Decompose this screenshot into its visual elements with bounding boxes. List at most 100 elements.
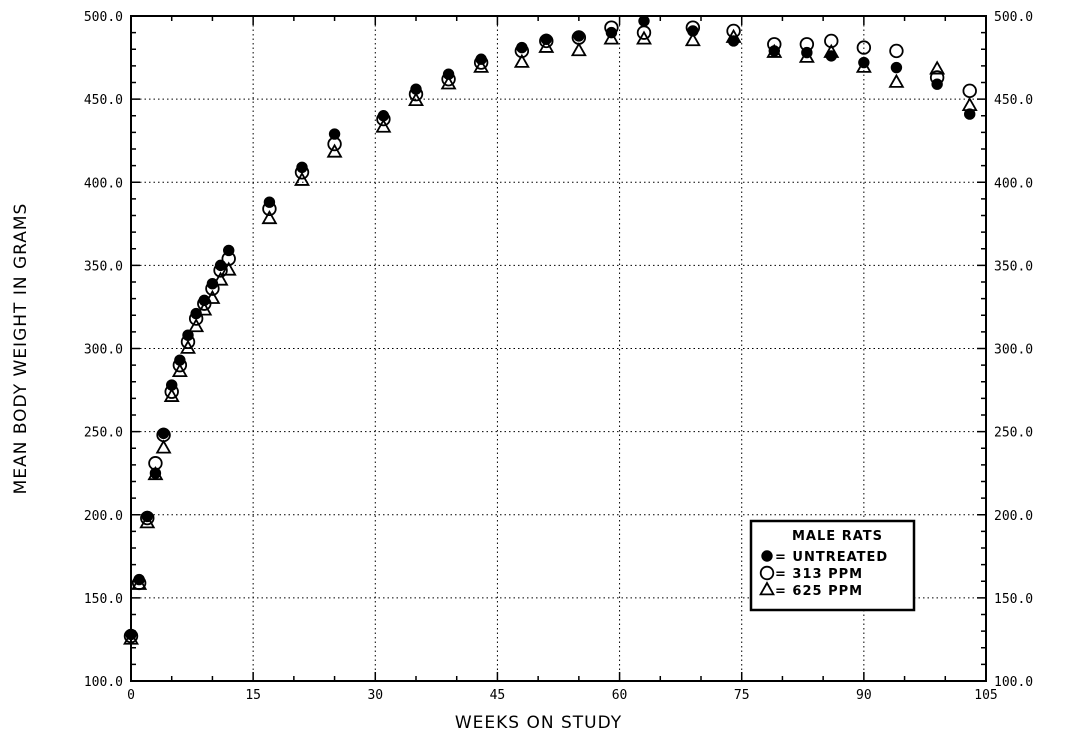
legend-label: = UNTREATED [775, 550, 888, 565]
x-tick-label: 30 [367, 688, 383, 703]
x-tick-labels: 0 15 30 45 60 75 90 105 [127, 688, 998, 703]
y-tick-label: 500.0 [84, 10, 123, 25]
data-point-open-triangle [139, 514, 156, 529]
data-point-open-circle [123, 628, 139, 644]
legend-marker [759, 581, 775, 596]
y-tick-label: 300.0 [84, 343, 123, 358]
y-tick-label-right: 200.0 [994, 509, 1033, 524]
x-tick-label: 105 [974, 688, 997, 703]
data-point-open-triangle [123, 630, 139, 645]
y-axis-title: MEAN BODY WEIGHT IN GRAMS [11, 203, 31, 495]
data-point-open-circle [172, 357, 188, 373]
data-point-open-circle [180, 334, 196, 350]
x-tick-label: 0 [127, 688, 135, 703]
data-point-open-triangle [294, 171, 310, 186]
data-point-open-triangle [147, 466, 164, 481]
x-tick-label: 75 [734, 688, 750, 703]
y-tick-label: 350.0 [84, 259, 123, 274]
data-point-open-circle [636, 25, 652, 40]
y-tick-label: 450.0 [84, 93, 123, 108]
legend-marker [761, 550, 773, 562]
y-tick-label-right: 500.0 [994, 10, 1033, 25]
data-point-open-circle [164, 384, 179, 399]
y-tick-label: 400.0 [84, 176, 123, 191]
data-point-open-triangle [766, 43, 783, 58]
data-point-filled-circle [890, 61, 903, 74]
data-point-open-triangle [155, 439, 172, 454]
data-point-open-triangle [188, 318, 205, 333]
data-point-open-circle [889, 43, 904, 59]
data-point-filled-circle [638, 15, 650, 27]
y-tick-label-right: 300.0 [994, 343, 1033, 358]
data-point-open-triangle [131, 575, 148, 590]
data-point-open-circle [767, 37, 782, 52]
data-point-open-circle [294, 165, 310, 180]
data-point-open-circle [473, 55, 489, 70]
data-point-open-circle [327, 136, 342, 152]
data-point-open-triangle [171, 362, 188, 378]
data-point-open-triangle [180, 339, 196, 354]
y-tick-label-right: 250.0 [994, 426, 1033, 441]
data-point-open-triangle [473, 58, 490, 73]
y-tick-labels-right: 100.0 150.0 200.0 250.0 300.0 350.0 400.0 450.0… [994, 10, 1033, 690]
x-axis-title: WEEKS ON STUDY [455, 713, 622, 733]
data-point-open-triangle [326, 143, 343, 158]
data-point-open-triangle [684, 32, 701, 47]
axis-ticks [130, 15, 987, 682]
x-tick-label: 45 [490, 688, 506, 703]
y-tick-label-right: 100.0 [994, 675, 1033, 690]
data-point-open-circle [408, 86, 424, 102]
x-tick-label: 60 [612, 688, 628, 703]
legend: MALE RATS = UNTREATED = 313 PPM = 625 PPM [749, 519, 916, 612]
data-point-open-triangle [440, 75, 457, 90]
x-tick-label: 15 [245, 688, 261, 703]
data-point-open-circle [205, 281, 220, 296]
data-point-open-triangle [603, 30, 620, 45]
data-point-open-triangle [888, 73, 905, 88]
legend-label: = 625 PPM [775, 584, 863, 599]
data-point-filled-circle [964, 108, 976, 120]
y-tick-labels-left: 100.0 150.0 200.0 250.0 300.0 350.0 400.0 450.0… [84, 10, 123, 690]
y-tick-label: 150.0 [84, 592, 123, 607]
data-point-open-circle [262, 201, 277, 217]
data-point-open-triangle [570, 42, 587, 57]
y-tick-label: 250.0 [84, 426, 123, 441]
x-tick-label: 90 [856, 688, 872, 703]
data-point-open-triangle [408, 91, 424, 107]
data-point-open-triangle [823, 43, 840, 58]
legend-entries: = UNTREATED = 313 PPM = 625 PPM [759, 550, 888, 599]
data-point-filled-circle [328, 128, 341, 140]
data-point-open-triangle [513, 53, 530, 68]
data-point-open-triangle [538, 38, 555, 53]
data-point-open-triangle [204, 289, 221, 304]
data-point-open-circle [856, 40, 872, 55]
legend-title: MALE RATS [792, 529, 883, 544]
y-tick-label: 200.0 [84, 509, 123, 524]
data-point-open-triangle [375, 118, 392, 133]
legend-marker [759, 565, 775, 581]
y-tick-label-right: 350.0 [994, 259, 1033, 274]
data-points [123, 15, 978, 645]
data-point-open-circle [188, 311, 204, 326]
y-tick-label-right: 150.0 [994, 592, 1033, 607]
data-point-open-circle [726, 23, 741, 39]
data-point-open-triangle [261, 210, 278, 225]
data-point-open-triangle [636, 30, 652, 45]
legend-label: = 313 PPM [775, 567, 863, 582]
data-point-open-circle [929, 70, 945, 85]
data-point-open-circle [441, 71, 456, 87]
data-point-open-triangle [798, 48, 815, 63]
data-point-open-triangle [929, 60, 946, 75]
data-point-filled-circle [442, 68, 455, 80]
data-point-filled-circle [206, 277, 219, 290]
y-tick-label-right: 450.0 [994, 93, 1033, 108]
data-point-open-circle [539, 33, 554, 49]
data-point-open-triangle [961, 96, 978, 112]
data-point-open-circle [140, 510, 155, 526]
y-tick-label: 100.0 [84, 675, 123, 690]
data-point-open-triangle [212, 271, 229, 286]
data-point-open-triangle [220, 261, 237, 276]
data-point-open-triangle [163, 387, 180, 402]
